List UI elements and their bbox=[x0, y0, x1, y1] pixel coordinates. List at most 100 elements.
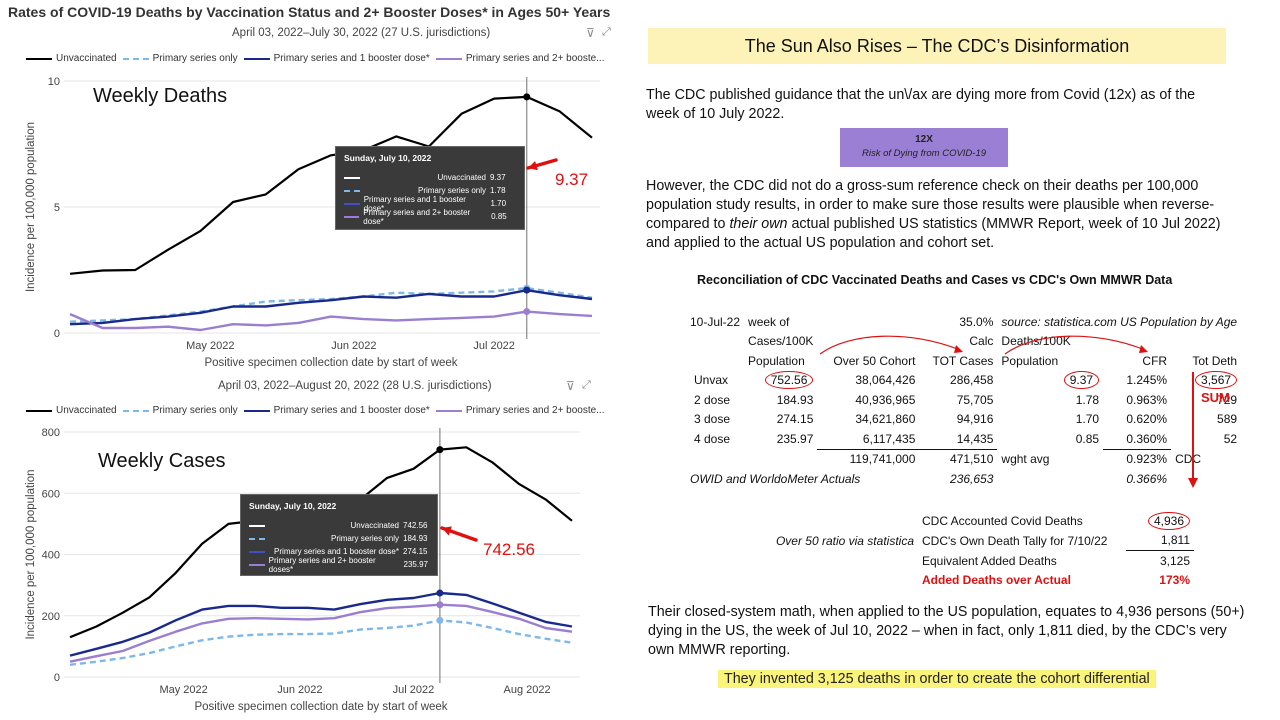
legend-swatch bbox=[26, 409, 52, 412]
y-tick-label: 200 bbox=[42, 611, 60, 623]
tooltip-value: 742.56 bbox=[403, 521, 428, 530]
table-actuals-row: OWID and WorldoMeter Actuals 236,653 0.3… bbox=[690, 469, 1241, 489]
summary-value: 1,811 bbox=[1126, 530, 1194, 551]
summary-row: Equivalent Added Deaths 3,125 bbox=[760, 551, 1194, 571]
cases-tooltip: Sunday, July 10, 2022 Unvaccinated 742.56… bbox=[240, 494, 438, 576]
cell-cohort: 6,117,435 bbox=[817, 429, 920, 450]
tooltip-label: Unvaccinated bbox=[437, 173, 486, 182]
legend-label: Primary series and 1 booster dose* bbox=[273, 53, 430, 64]
x-axis-label: Positive specimen collection date by sta… bbox=[204, 357, 457, 369]
cases-chart-subtitle: April 03, 2022–August 20, 2022 (28 U.S. … bbox=[218, 380, 492, 392]
y-tick-label: 800 bbox=[42, 427, 60, 439]
legend-swatch bbox=[243, 409, 270, 412]
tooltip-swatch bbox=[344, 189, 360, 192]
deaths-line-chart: 0 5 10 May 2022 Jun 2022 Jul 2022 Positive spe… bbox=[25, 76, 600, 369]
cases-callout-value: 742.56 bbox=[483, 540, 535, 559]
tooltip-row: Primary series only 1.78 bbox=[344, 184, 516, 197]
hover-point bbox=[436, 589, 444, 597]
cell-cases: 274.15 bbox=[776, 412, 814, 427]
table-row: 2 dose 184.93 40,936,965 75,705 1.78 0.9… bbox=[690, 390, 1241, 410]
cell-cfr: 0.620% bbox=[1126, 412, 1168, 427]
arrow-head bbox=[442, 526, 452, 536]
hover-point bbox=[523, 286, 531, 294]
conclusion-paragraph: Their closed-system math, when applied t… bbox=[648, 604, 1245, 658]
tooltip-swatch bbox=[249, 537, 265, 540]
summary-row: Added Deaths over Actual 173% bbox=[760, 571, 1194, 591]
summary-row: CDC Accounted Covid Deaths 4,936 bbox=[760, 511, 1194, 531]
tooltip-value: 274.15 bbox=[403, 547, 428, 556]
x-tick-label: Aug 2022 bbox=[504, 684, 551, 696]
tooltip-value: 1.70 bbox=[490, 199, 507, 208]
legend-label: Primary series only bbox=[152, 405, 238, 416]
table-meta-row: 10-Jul-22 week of 35.0% source: statisti… bbox=[690, 312, 1241, 332]
x-tick-label: May 2022 bbox=[159, 684, 207, 696]
cell-tot-cases: 286,458 bbox=[950, 373, 994, 388]
page-title: Rates of COVID-19 Deaths by Vaccination … bbox=[8, 4, 611, 20]
expand-icon[interactable]: ⤢ bbox=[602, 26, 611, 38]
tooltip-label: Primary series and 1 booster dose* bbox=[274, 547, 399, 556]
actuals-label: OWID and WorldoMeter Actuals bbox=[690, 471, 861, 486]
legend-swatch bbox=[435, 57, 462, 60]
y-tick-label: 600 bbox=[42, 488, 60, 500]
hover-point bbox=[523, 93, 531, 101]
series-line bbox=[69, 619, 573, 666]
row-label: 3 dose bbox=[694, 412, 731, 427]
tooltip-row: Primary series and 1 booster dose* 1.70 bbox=[343, 195, 516, 213]
legend-label: Unvaccinated bbox=[56, 53, 117, 64]
legend-item-unvaccinated: Unvaccinated bbox=[26, 405, 117, 416]
summary-value: 3,125 bbox=[1159, 553, 1190, 568]
cell-cfr: 0.963% bbox=[1126, 392, 1168, 407]
series-line bbox=[69, 288, 593, 326]
hover-point bbox=[523, 308, 531, 316]
analysis-text-a: However, the CDC did not do a gross-sum … bbox=[646, 178, 1215, 232]
badge-caption: Risk of Dying from COVID-19 bbox=[861, 148, 987, 159]
legend-swatch bbox=[435, 409, 462, 412]
highlight-conclusion: They invented 3,125 deaths in order to c… bbox=[718, 670, 1156, 688]
legend-item-two-booster: Primary series and 2+ booste... bbox=[435, 405, 605, 416]
table-totals-row: 119,741,000 471,510 wght avg 0.923% CDC bbox=[690, 449, 1241, 469]
col-header: Cases/100K bbox=[748, 334, 814, 349]
analysis-paragraph: However, the CDC did not do a gross-sum … bbox=[646, 177, 1236, 253]
legend-label: Primary series and 1 booster dose* bbox=[273, 405, 430, 416]
table-header-row: Population Over 50 Cohort TOT Cases Popu… bbox=[690, 351, 1241, 371]
deaths-chart-legend: Unvaccinated Primary series only Primary… bbox=[26, 53, 605, 64]
cell-cases: 184.93 bbox=[776, 392, 814, 407]
expand-icon[interactable]: ⤢ bbox=[582, 379, 591, 391]
filter-icon[interactable]: ⊽ bbox=[586, 26, 595, 40]
legend-label: Primary series and 2+ booste... bbox=[465, 53, 605, 64]
filter-icon[interactable]: ⊽ bbox=[566, 379, 575, 393]
hover-point bbox=[436, 616, 444, 624]
series-line bbox=[69, 603, 573, 663]
sum-arrow bbox=[1188, 372, 1198, 488]
col-header: Tot Deth bbox=[1192, 353, 1238, 368]
highlight-text: They invented 3,125 deaths in order to c… bbox=[718, 670, 1156, 688]
cell-tot-deth: 729 bbox=[1217, 392, 1238, 407]
series-line bbox=[69, 95, 593, 275]
cell-tot-deth: 589 bbox=[1217, 412, 1238, 427]
col-header: Population bbox=[1001, 353, 1059, 368]
cell-tot-deth: 52 bbox=[1223, 432, 1238, 446]
y-axis-label: Incidence per 100,000 population bbox=[25, 469, 37, 639]
reconciliation-table: 10-Jul-22 week of 35.0% source: statisti… bbox=[690, 312, 1241, 489]
meta-source: source: statistica.com US Population by … bbox=[1001, 314, 1238, 329]
x-tick-label: Jun 2022 bbox=[277, 684, 322, 696]
legend-swatch bbox=[26, 57, 52, 60]
tooltip-label: Primary series only bbox=[417, 186, 486, 195]
analysis-text-emphasis: their own bbox=[729, 216, 788, 232]
summary-row: Over 50 ratio via statistica CDC's Own D… bbox=[760, 530, 1194, 551]
cell-cases-circled: 752.56 bbox=[764, 371, 814, 390]
tooltip-row: Unvaccinated 9.37 bbox=[344, 171, 516, 184]
reconciliation-title: Reconciliation of CDC Vaccinated Deaths … bbox=[697, 273, 1173, 287]
legend-swatch bbox=[243, 57, 270, 60]
summary-label: CDC's Own Death Tally for 7/10/22 bbox=[922, 533, 1108, 548]
tooltip-swatch bbox=[343, 202, 360, 205]
cell-cases: 235.97 bbox=[776, 432, 814, 446]
x-tick-label: Jul 2022 bbox=[393, 684, 435, 696]
tooltip-value: 184.93 bbox=[403, 534, 428, 543]
summary-value-circled: 4,936 bbox=[1147, 511, 1190, 530]
cell-tot-cases: 75,705 bbox=[956, 392, 994, 407]
x-axis-label: Positive specimen collection date by sta… bbox=[194, 701, 447, 713]
deaths-callout-value: 9.37 bbox=[555, 170, 589, 189]
summary-value-highlight: 173% bbox=[1159, 573, 1190, 588]
legend-item-primary-series-only: Primary series only bbox=[122, 405, 238, 416]
